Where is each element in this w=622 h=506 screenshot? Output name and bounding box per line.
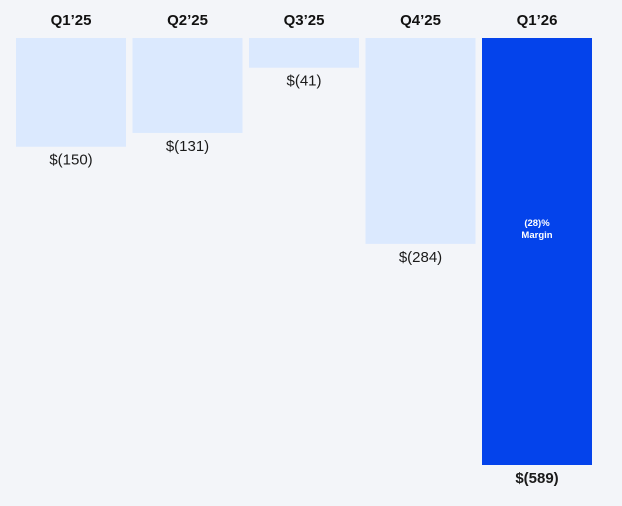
value-label: $(41) [286, 73, 321, 90]
value-label: $(131) [166, 138, 209, 155]
value-label: $(150) [49, 152, 92, 169]
category-label: Q1’25 [51, 12, 92, 29]
category-label: Q3’25 [284, 12, 325, 29]
value-label: $(589) [515, 470, 558, 487]
category-label: Q2’25 [167, 12, 208, 29]
bar [16, 38, 126, 147]
bar [132, 38, 243, 133]
value-label: $(284) [399, 249, 442, 266]
bar [482, 38, 592, 465]
bar [249, 38, 359, 68]
bar-annotation: (28)% [524, 218, 550, 229]
bar-annotation: Margin [521, 230, 552, 241]
category-label: Q4’25 [400, 12, 441, 29]
category-label: Q1’26 [517, 12, 558, 29]
bar [365, 38, 476, 244]
